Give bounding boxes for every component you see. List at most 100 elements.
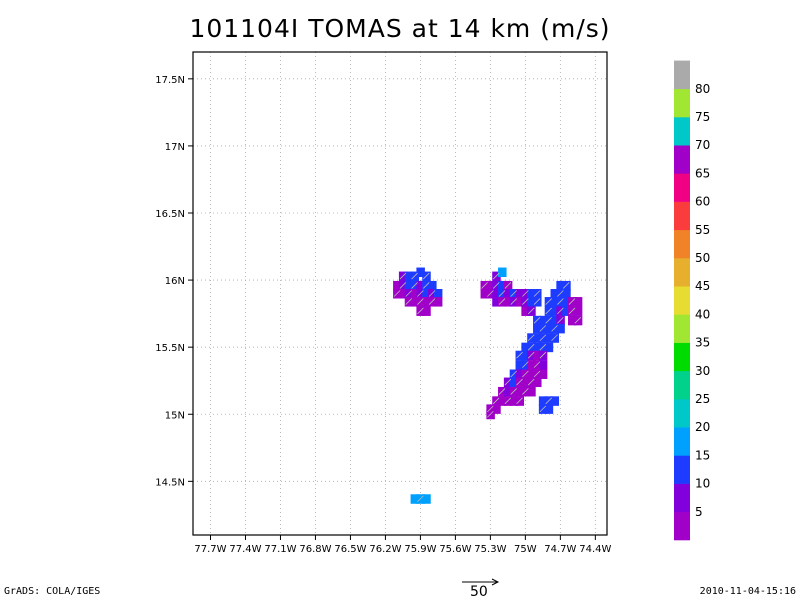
data-cell	[498, 280, 507, 291]
wind-vector	[481, 282, 488, 289]
wind-vector	[539, 334, 547, 342]
footer-timestamp: 2010-11-04-15:16	[699, 586, 796, 597]
wind-vector	[510, 290, 517, 297]
y-tick-label: 17.5N	[155, 75, 185, 86]
x-tick-label: 76.5W	[334, 544, 366, 555]
wind-vector	[527, 351, 535, 359]
data-cell	[428, 280, 437, 291]
data-cell	[515, 289, 525, 299]
wind-vector	[545, 298, 552, 305]
wind-vector	[551, 325, 558, 332]
wind-vector	[422, 282, 430, 289]
colorbar-segment	[674, 427, 690, 456]
colorbar-segment	[674, 117, 690, 146]
colorbar: 5 10 15 20 25 30 35 40 45 50 55 60 65 70 75 80	[674, 60, 710, 541]
wind-vector	[522, 361, 529, 368]
wind-vector	[562, 282, 570, 289]
data-cell	[433, 289, 443, 299]
data-cell	[544, 323, 554, 334]
data-cell	[503, 386, 513, 397]
wind-vector	[533, 298, 541, 305]
wind-vector	[557, 307, 564, 315]
colorbar-label: 20	[695, 420, 710, 434]
wind-vector	[574, 317, 582, 324]
data-cell	[550, 306, 560, 316]
data-cell	[573, 297, 583, 307]
x-tick-label: 75W	[514, 544, 537, 555]
wind-vector	[504, 378, 512, 386]
wind-vector	[399, 282, 407, 289]
wind-vector	[411, 282, 418, 289]
data-cell	[509, 396, 519, 406]
data-cell	[556, 280, 565, 291]
wind-vector	[522, 290, 529, 297]
data-cell	[550, 297, 560, 307]
wind-vector	[411, 272, 418, 280]
data-cell	[410, 494, 420, 504]
colorbar-segment	[674, 370, 690, 400]
wind-vector	[533, 361, 541, 368]
wind-vector	[498, 290, 506, 297]
wind-vector	[487, 405, 494, 413]
data-cell	[521, 306, 530, 316]
colorbar-segment	[674, 314, 690, 343]
wind-vector	[428, 298, 436, 305]
wind-vector	[417, 290, 424, 297]
data-cell	[521, 342, 530, 353]
wind-vector	[527, 334, 535, 342]
reference-vector-arrow	[462, 578, 500, 586]
data-cell	[515, 360, 525, 370]
x-tick-label: 74.7W	[544, 544, 576, 555]
wind-vector	[522, 298, 529, 305]
colorbar-label: 15	[695, 448, 710, 462]
wind-vector	[516, 378, 523, 386]
chart-title: 101104I TOMAS at 14 km (m/s)	[189, 14, 611, 43]
data-cell	[410, 289, 420, 299]
wind-vector	[533, 290, 541, 297]
y-tick-label: 16N	[165, 276, 185, 287]
data-cell	[538, 315, 548, 326]
colorbar-label: 10	[695, 477, 710, 491]
wind-vector	[516, 351, 523, 359]
data-cell	[503, 297, 513, 307]
data-cell	[527, 360, 536, 370]
data-cell	[422, 306, 431, 316]
wind-vector	[557, 298, 564, 305]
data-cell	[544, 404, 554, 414]
colorbar-label: 80	[695, 82, 710, 96]
x-tick-label: 77.1W	[264, 544, 296, 555]
wind-vector	[417, 495, 424, 503]
x-tick-label: 76.8W	[299, 544, 331, 555]
data-cell	[492, 404, 501, 414]
wind-vector	[551, 334, 558, 342]
wind-vector	[417, 298, 424, 305]
x-tick-label: 75.3W	[474, 544, 506, 555]
data-cell	[533, 333, 542, 343]
data-cell	[527, 289, 536, 299]
data-cells	[393, 267, 583, 504]
colorbar-label: 35	[695, 336, 710, 350]
colorbar-segment	[674, 229, 690, 259]
wind-vector	[510, 388, 517, 395]
wind-vector	[539, 325, 547, 332]
colorbar-segment	[674, 399, 690, 428]
colorbar-segment	[674, 342, 690, 372]
x-tick-label: 75.9W	[404, 544, 436, 555]
colorbar-label: 55	[695, 223, 710, 237]
x-tick-label: 76.2W	[369, 544, 401, 555]
data-cell	[550, 396, 560, 406]
wind-vector	[487, 290, 494, 297]
wind-vector	[504, 397, 512, 405]
data-cell	[544, 342, 554, 353]
y-tick-label: 15.5N	[155, 343, 185, 354]
data-cell	[527, 386, 536, 397]
data-cell	[533, 350, 542, 361]
data-cell	[527, 297, 536, 307]
colorbar-label: 70	[695, 138, 710, 152]
colorbar-segment	[674, 145, 690, 174]
colorbar-segment	[674, 60, 690, 90]
data-cell	[538, 396, 548, 406]
data-cell	[538, 369, 548, 379]
data-cell	[480, 289, 490, 299]
wind-vector	[492, 282, 500, 289]
